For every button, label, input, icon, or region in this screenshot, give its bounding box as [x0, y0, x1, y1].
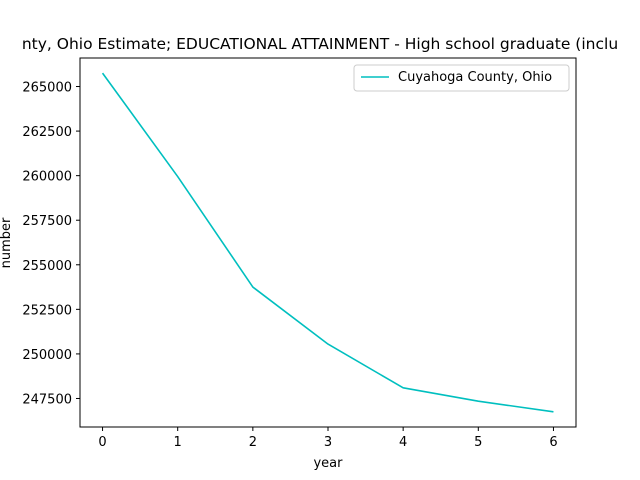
y-tick-label: 250000	[22, 348, 72, 363]
y-tick-label: 247500	[22, 392, 72, 407]
y-axis: 247500 250000 252500 255000 257500 260000 2625…	[22, 81, 80, 407]
plot-area	[79, 57, 577, 428]
y-tick-label: 265000	[22, 81, 72, 96]
x-tick-label: 6	[549, 435, 557, 450]
x-tick-label: 5	[474, 435, 482, 450]
legend-label: Cuyahoga County, Ohio	[398, 70, 552, 85]
chart-title: nty, Ohio Estimate; EDUCATIONAL ATTAINME…	[22, 35, 618, 53]
y-tick-label: 252500	[22, 303, 72, 318]
legend: Cuyahoga County, Ohio	[353, 64, 570, 92]
y-axis-title: number	[0, 217, 14, 268]
y-tick-label: 255000	[22, 259, 72, 274]
x-tick-label: 1	[174, 435, 182, 450]
series-line	[101, 72, 554, 413]
x-tick-label: 4	[399, 435, 407, 450]
x-tick-label: 3	[324, 435, 332, 450]
x-tick-label: 2	[249, 435, 257, 450]
x-axis-title: year	[313, 456, 343, 471]
x-tick-label: 0	[98, 435, 106, 450]
y-tick-label: 260000	[22, 170, 72, 185]
legend-box	[353, 64, 570, 92]
y-tick-label: 262500	[22, 125, 72, 140]
series-group	[101, 72, 554, 413]
y-tick-label: 257500	[22, 214, 72, 229]
x-axis: 0 1 2 3 4 5 6	[98, 427, 558, 450]
